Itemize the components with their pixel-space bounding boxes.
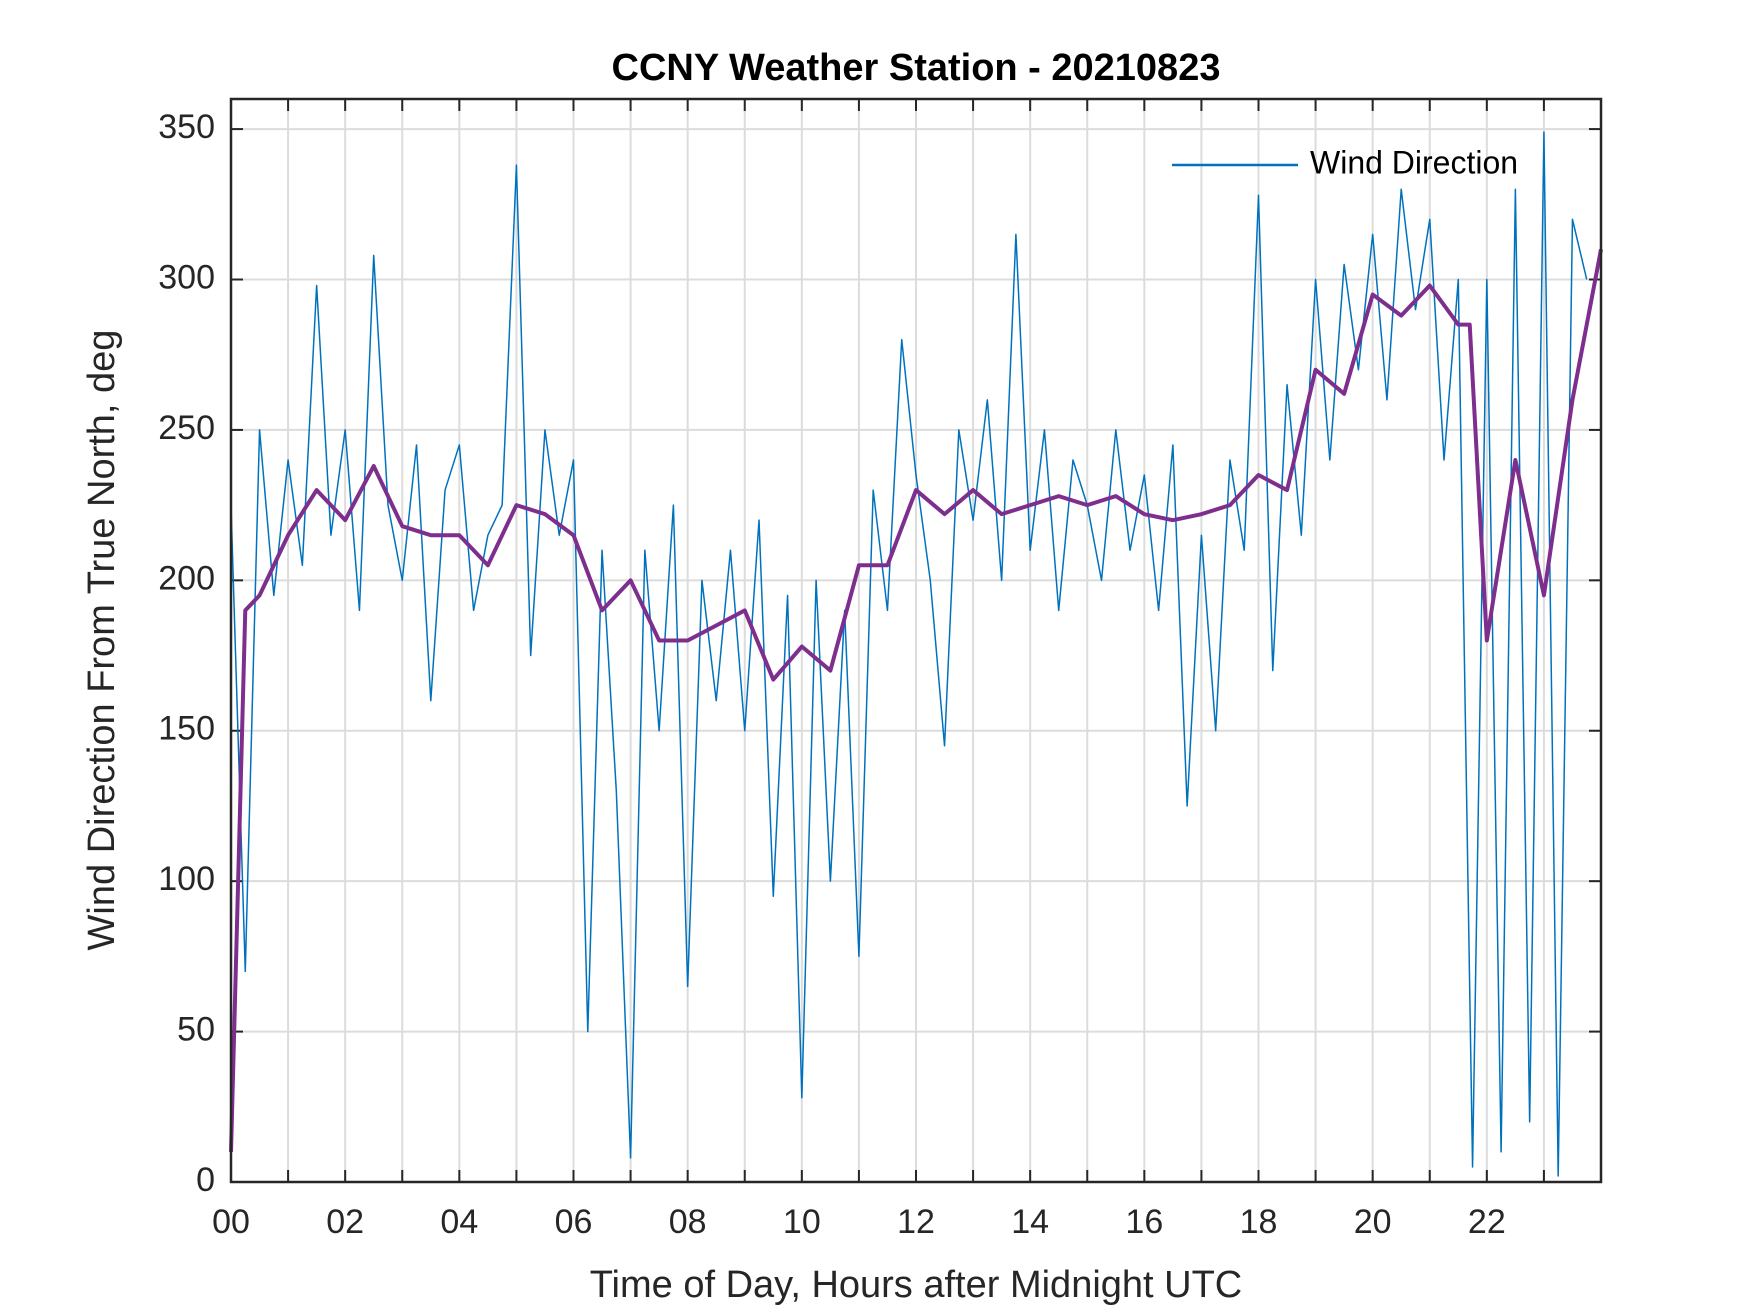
y-tick-label: 0 xyxy=(196,1161,215,1199)
x-tick-label: 04 xyxy=(440,1203,478,1241)
x-tick-label: 16 xyxy=(1125,1203,1163,1241)
x-tick-label: 02 xyxy=(326,1203,364,1241)
x-tick-label: 10 xyxy=(783,1203,821,1241)
legend-label: Wind Direction xyxy=(1310,144,1518,180)
x-axis-label: Time of Day, Hours after Midnight UTC xyxy=(590,1264,1243,1306)
x-tick-label: 08 xyxy=(669,1203,707,1241)
plot-frame xyxy=(229,97,1603,1184)
x-tick-label: 00 xyxy=(212,1203,250,1241)
y-tick-label: 150 xyxy=(158,710,215,748)
y-axis-label: Wind Direction From True North, deg xyxy=(81,330,123,951)
x-tick-label: 20 xyxy=(1354,1203,1392,1241)
data-line xyxy=(230,131,1588,1177)
y-tick-label: 50 xyxy=(177,1011,215,1049)
x-tick-label: 14 xyxy=(1011,1203,1049,1241)
y-tick-label: 100 xyxy=(158,860,215,898)
y-tick-label: 200 xyxy=(158,559,215,597)
x-tick-label: 06 xyxy=(555,1203,593,1241)
data-line xyxy=(229,249,1603,1152)
x-tick-label: 22 xyxy=(1468,1203,1506,1241)
chart-title: CCNY Weather Station - 20210823 xyxy=(612,47,1221,89)
y-tick-label: 300 xyxy=(158,258,215,296)
x-tick-label: 18 xyxy=(1240,1203,1278,1241)
x-tick-label: 12 xyxy=(897,1203,935,1241)
y-tick-label: 350 xyxy=(158,108,215,146)
y-tick-label: 250 xyxy=(158,409,215,447)
